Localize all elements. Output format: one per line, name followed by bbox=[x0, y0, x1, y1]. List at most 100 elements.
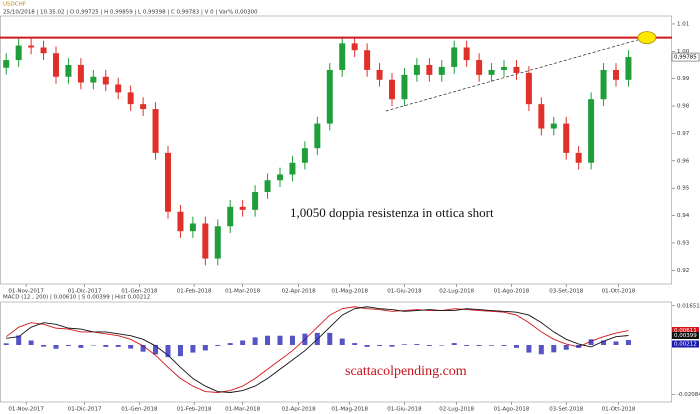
histogram-bar bbox=[401, 344, 407, 345]
value-tag-box bbox=[672, 340, 699, 348]
macd-line bbox=[5, 306, 629, 393]
x-tick-label: 02-Apr-2018 bbox=[282, 407, 317, 413]
histogram-bar bbox=[513, 344, 519, 348]
histogram-bar bbox=[190, 344, 196, 353]
y-tick-label: 0.01651 bbox=[677, 303, 700, 309]
histogram-bar bbox=[115, 344, 121, 347]
histogram-bar bbox=[165, 344, 171, 358]
histogram-bar bbox=[289, 335, 295, 345]
x-tick-label: 01-Mag-2018 bbox=[331, 407, 368, 413]
candle-body bbox=[525, 72, 532, 105]
candle-body bbox=[550, 123, 557, 129]
price-tag-box bbox=[671, 52, 700, 62]
y-tick-label: 1.01 bbox=[677, 21, 689, 27]
histogram-bar bbox=[128, 344, 134, 349]
candle-body bbox=[77, 65, 84, 83]
x-tick-label: 01-Mar-2018 bbox=[225, 289, 260, 295]
panel-frame bbox=[0, 301, 672, 403]
histogram-bar bbox=[613, 341, 619, 345]
candle-body bbox=[277, 174, 283, 181]
histogram-bar bbox=[314, 332, 320, 345]
x-tick-label: 03-Set-2018 bbox=[549, 407, 583, 413]
x-tick-label: 01-Feb-2018 bbox=[177, 407, 212, 413]
candle-body bbox=[15, 45, 22, 61]
histogram-bar bbox=[153, 344, 159, 355]
candle-body bbox=[438, 66, 445, 75]
x-tick-label: 02-Lug-2018 bbox=[439, 289, 474, 295]
candle-body bbox=[239, 206, 246, 210]
candle-body bbox=[90, 76, 97, 83]
histogram-bar bbox=[215, 344, 221, 346]
histogram-bar bbox=[414, 344, 420, 345]
histogram-bar bbox=[3, 343, 9, 345]
x-tick-label: 01-Feb-2018 bbox=[177, 289, 212, 295]
candle-body bbox=[227, 206, 234, 227]
candle-body bbox=[264, 180, 271, 193]
histogram-bar bbox=[625, 340, 631, 345]
histogram-bar bbox=[90, 344, 96, 346]
candle-body bbox=[463, 47, 470, 61]
x-tick-label: 02-Apr-2018 bbox=[282, 289, 317, 295]
candle-body bbox=[625, 57, 632, 80]
histogram-bar bbox=[327, 332, 333, 345]
candle-body bbox=[575, 152, 582, 163]
histogram-bar bbox=[377, 344, 383, 346]
candle-body bbox=[364, 50, 371, 70]
x-tick-label: 01-Giu-2018 bbox=[387, 289, 422, 295]
histogram-bar bbox=[302, 333, 308, 345]
x-tick-label: 03-Set-2018 bbox=[549, 289, 583, 295]
histogram-bar bbox=[563, 344, 569, 350]
candle-body bbox=[563, 123, 570, 153]
value-tag-box bbox=[672, 327, 699, 335]
histogram-bar bbox=[538, 344, 544, 355]
histogram-bar bbox=[426, 344, 432, 346]
candle-body bbox=[426, 65, 433, 75]
candle-body bbox=[513, 66, 520, 73]
quote-header: 25/10/2018 | 10.35.02 | O 0,99725 | H 0,… bbox=[3, 10, 258, 16]
histogram-bar bbox=[439, 344, 445, 346]
histogram-bar bbox=[352, 343, 358, 345]
watermark: scattacolpending.com bbox=[345, 364, 467, 379]
candle-body bbox=[376, 69, 383, 80]
candle-body bbox=[102, 76, 109, 85]
candle-body bbox=[501, 66, 507, 70]
symbol: USDCHF bbox=[3, 2, 26, 8]
x-tick-label: 01-Gen-2018 bbox=[121, 289, 158, 295]
histogram-bar bbox=[476, 344, 482, 346]
candle-body bbox=[3, 60, 10, 68]
candle-body bbox=[401, 74, 408, 100]
histogram-bar bbox=[339, 338, 345, 345]
candle-body bbox=[326, 69, 333, 124]
macd-header: MACD (12 , 200) | 0,00610 | S 0,00399 | … bbox=[3, 295, 150, 301]
candle-body bbox=[252, 192, 259, 210]
histogram-bar bbox=[65, 344, 71, 346]
highlight-ellipse bbox=[637, 31, 657, 45]
candle-body bbox=[115, 84, 122, 93]
histogram-bar bbox=[451, 343, 457, 345]
x-tick-label: 01-Ago-2018 bbox=[494, 289, 530, 295]
x-tick-label: 01-Dic-2017 bbox=[68, 407, 102, 413]
candle-body bbox=[214, 226, 221, 259]
histogram-bar bbox=[177, 344, 183, 357]
histogram-bar bbox=[78, 344, 84, 348]
histogram-bar bbox=[202, 344, 208, 351]
histogram-bar bbox=[103, 344, 109, 347]
histogram-bar bbox=[28, 340, 34, 345]
histogram-bar bbox=[551, 344, 557, 353]
histogram-bar bbox=[489, 344, 495, 346]
x-tick-label: 01-Nov-2017 bbox=[8, 407, 44, 413]
price-tag: 0,99785 bbox=[674, 55, 697, 61]
histogram-bar bbox=[227, 343, 233, 345]
x-tick-label: 02-Lug-2018 bbox=[439, 407, 474, 413]
candle-body bbox=[65, 65, 72, 77]
x-tick-label: 01-Nov-2017 bbox=[8, 289, 44, 295]
candle-body bbox=[613, 69, 619, 80]
candle-body bbox=[127, 92, 134, 105]
y-tick-label: 0.96 bbox=[677, 158, 690, 164]
candle-body bbox=[152, 109, 159, 153]
y-tick-label: 0.92 bbox=[677, 268, 689, 274]
candle-body bbox=[351, 43, 358, 51]
y-tick-label: 1.00 bbox=[677, 49, 690, 55]
